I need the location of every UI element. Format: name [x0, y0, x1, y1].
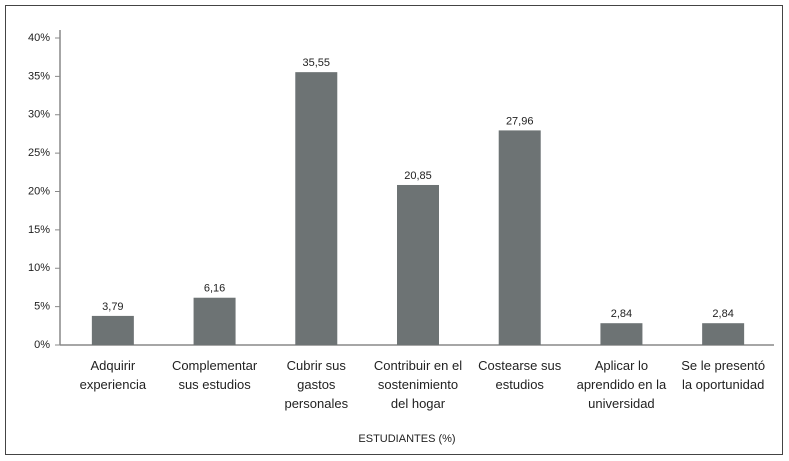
data-label: 27,96 — [506, 115, 534, 127]
x-tick-label-line: la oportunidad — [682, 377, 764, 392]
bar — [397, 184, 439, 345]
y-tick-label: 40% — [28, 32, 50, 44]
y-tick-label: 10% — [28, 262, 50, 274]
x-tick-label: Cubrir sus gastos personales — [284, 358, 348, 411]
x-tick-label-line: gastos — [297, 377, 336, 392]
x-tick-label-line: estudios — [496, 377, 545, 392]
x-tick-label-line: personales — [284, 396, 348, 411]
bar — [600, 323, 643, 345]
x-tick-label-line: aprendido en la — [577, 377, 667, 392]
x-tick-label-line: Aplicar lo — [595, 358, 648, 373]
x-axis-title: ESTUDIANTES (%) — [358, 433, 455, 445]
bar — [498, 130, 541, 345]
y-tick-label: 5% — [34, 301, 50, 313]
x-tick-label: Costearse sus estudios — [478, 358, 562, 392]
data-label: 20,85 — [404, 170, 432, 182]
x-tick-label-line: Adquirir — [90, 358, 135, 373]
x-tick-label: Complementar sus estudios — [172, 358, 258, 392]
x-tick-label-line: experiencia — [80, 377, 147, 392]
x-tick-label-line: Costearse sus — [478, 358, 562, 373]
x-tick-label: Se le presentó la oportunidad — [681, 358, 765, 392]
x-tick-label-line: Contribuir en el — [374, 358, 462, 373]
x-tick-label: Adquirir experiencia — [80, 358, 147, 392]
bar — [295, 72, 338, 345]
x-tick-label-line: Cubrir sus — [287, 358, 347, 373]
x-tick-label: Aplicar lo aprendido en la universidad — [577, 358, 667, 411]
x-tick-label-line: Complementar — [172, 358, 258, 373]
y-tick-label: 20% — [28, 185, 50, 197]
x-tick-label: Contribuir en el sostenimiento del hogar — [374, 358, 462, 411]
bar — [193, 297, 236, 345]
data-label: 2,84 — [611, 308, 632, 320]
x-tick-label-line: del hogar — [391, 396, 446, 411]
y-tick-label: 30% — [28, 109, 50, 121]
y-tick-label: 25% — [28, 147, 50, 159]
y-tick-label: 35% — [28, 70, 50, 82]
x-tick-label-line: sostenimiento — [378, 377, 458, 392]
data-label: 3,79 — [102, 301, 123, 313]
y-tick-label: 15% — [28, 224, 50, 236]
x-tick-label-line: Se le presentó — [681, 358, 765, 373]
bar — [702, 323, 745, 345]
y-tick-label: 0% — [34, 339, 50, 351]
frame — [5, 5, 783, 455]
bar — [91, 315, 134, 345]
x-tick-label-line: universidad — [588, 396, 655, 411]
data-label: 6,16 — [204, 283, 225, 295]
x-tick-label-line: sus estudios — [178, 377, 251, 392]
data-label: 35,55 — [303, 57, 331, 69]
data-label: 2,84 — [712, 308, 733, 320]
